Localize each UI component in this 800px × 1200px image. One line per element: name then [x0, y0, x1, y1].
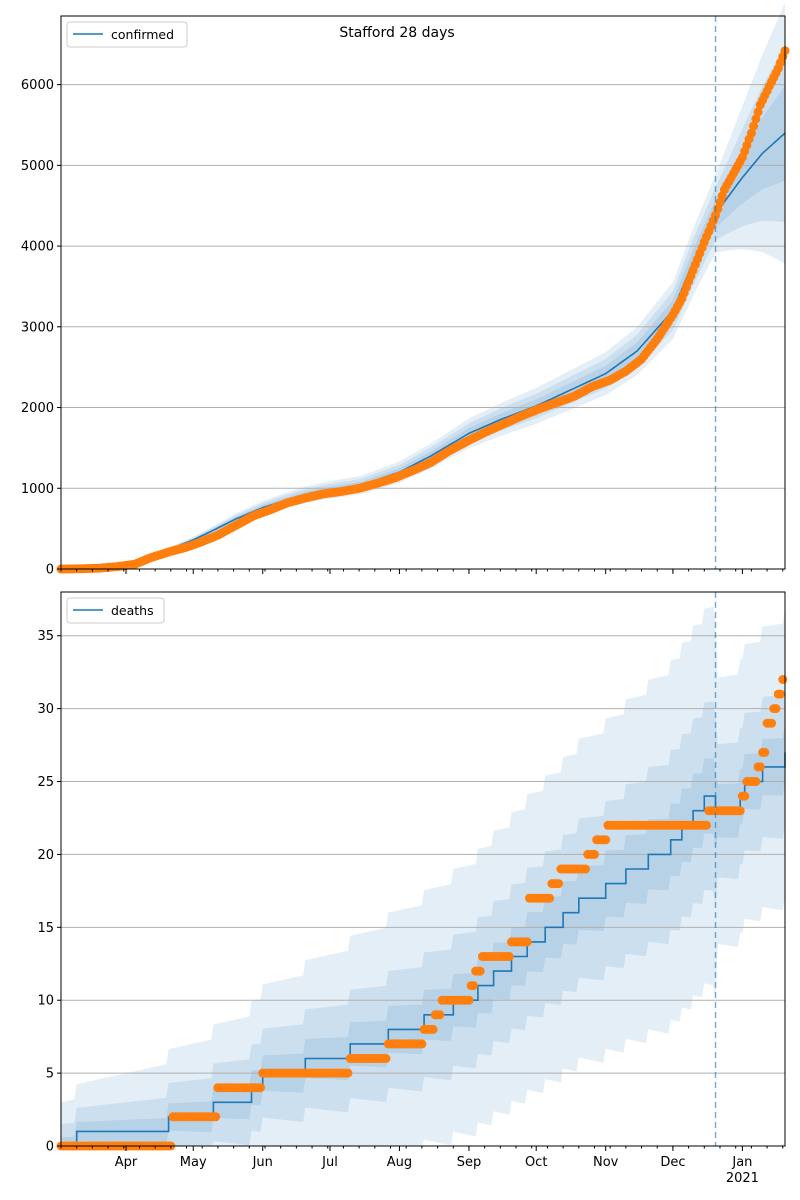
uncertainty-band [61, 2, 785, 569]
y-tick-label: 6000 [21, 78, 54, 93]
y-tick-label: 3000 [21, 320, 54, 335]
y-tick-label: 5 [46, 1067, 54, 1082]
observed-point [554, 879, 564, 889]
legend-box [66, 21, 188, 48]
y-tick-label: 20 [37, 848, 54, 863]
x-year-label: 2021 [726, 1171, 759, 1186]
observed-point [504, 952, 514, 961]
observed-point [381, 1054, 391, 1063]
observed-point [778, 675, 788, 684]
y-tick-label: 5000 [21, 159, 54, 174]
y-tick-label: 2000 [21, 401, 54, 416]
y-tick-label: 25 [37, 775, 54, 790]
y-tick-label: 0 [46, 563, 54, 578]
observed-point [468, 981, 478, 991]
legend: confirmed [66, 21, 188, 48]
y-axis: 0 5 10 15 20 25 30 35 [37, 629, 61, 1155]
plot-area [61, 16, 785, 569]
legend-box [66, 597, 165, 624]
observed-point [581, 864, 590, 874]
observed-point [771, 704, 781, 714]
chart-title: Stafford 28 days [339, 25, 454, 41]
y-tick-label: 0 [46, 1140, 54, 1155]
uncertainty-bands [61, 606, 785, 1146]
observed-point [740, 791, 750, 801]
observed-point [601, 835, 611, 845]
observed-point [755, 762, 765, 772]
x-tick-label: Nov [593, 1155, 619, 1170]
y-tick-label: 35 [37, 629, 54, 644]
deaths-chart: 0 5 10 15 20 25 30 35 Apr May Jun Jul Aug Sep Oct Nov D… [37, 591, 788, 1186]
y-axis: 0 1000 2000 3000 4000 5000 6000 [21, 78, 61, 578]
observed-point [343, 1068, 353, 1078]
legend-label: deaths [111, 603, 154, 618]
x-tick-label: Oct [525, 1155, 547, 1170]
observed-point [211, 1112, 221, 1122]
uncertainty-band [61, 723, 785, 1146]
x-axis-ticks [60, 569, 784, 574]
x-tick-label: May [180, 1155, 207, 1170]
uncertainty-band [61, 606, 785, 1146]
observed-point [749, 121, 759, 131]
observed-point [767, 718, 777, 728]
observed-points [56, 46, 790, 574]
legend: deaths [66, 597, 165, 624]
y-tick-label: 1000 [21, 482, 54, 497]
observed-point [475, 966, 485, 976]
plot-area [61, 592, 785, 1146]
confirmed-chart: 0 1000 2000 3000 4000 5000 6000 Stafford 28 da… [21, 2, 790, 578]
x-tick-label: Jan [731, 1155, 752, 1170]
uncertainty-band [61, 680, 785, 1146]
x-tick-label: Apr [115, 1155, 138, 1170]
y-tick-label: 30 [37, 702, 54, 717]
observed-point [735, 806, 745, 816]
observed-point [776, 689, 785, 699]
plot-frame [60, 15, 786, 570]
observed-point [751, 777, 761, 786]
observed-point [522, 937, 532, 947]
observed-point [256, 1083, 265, 1093]
observed-point [417, 1039, 427, 1049]
observed-point [702, 820, 711, 830]
y-tick-label: 4000 [21, 240, 54, 255]
observed-point [590, 849, 599, 859]
x-tick-label: Jul [321, 1155, 338, 1170]
observed-point [435, 1010, 445, 1020]
x-tick-label: Dec [660, 1155, 685, 1170]
observed-point [428, 1024, 438, 1034]
observed-point [545, 893, 555, 903]
observed-point [760, 747, 770, 757]
observed-point [751, 114, 761, 124]
y-tick-label: 10 [37, 994, 54, 1009]
legend-label: confirmed [111, 27, 174, 42]
x-tick-label: Jun [252, 1155, 273, 1170]
observed-point [464, 995, 474, 1005]
x-tick-label: Sep [457, 1155, 482, 1170]
observed-point [753, 107, 763, 117]
plot-frame [60, 591, 786, 1147]
x-tick-label: Aug [387, 1155, 412, 1170]
observed-point [746, 128, 756, 138]
y-tick-label: 15 [37, 921, 54, 936]
